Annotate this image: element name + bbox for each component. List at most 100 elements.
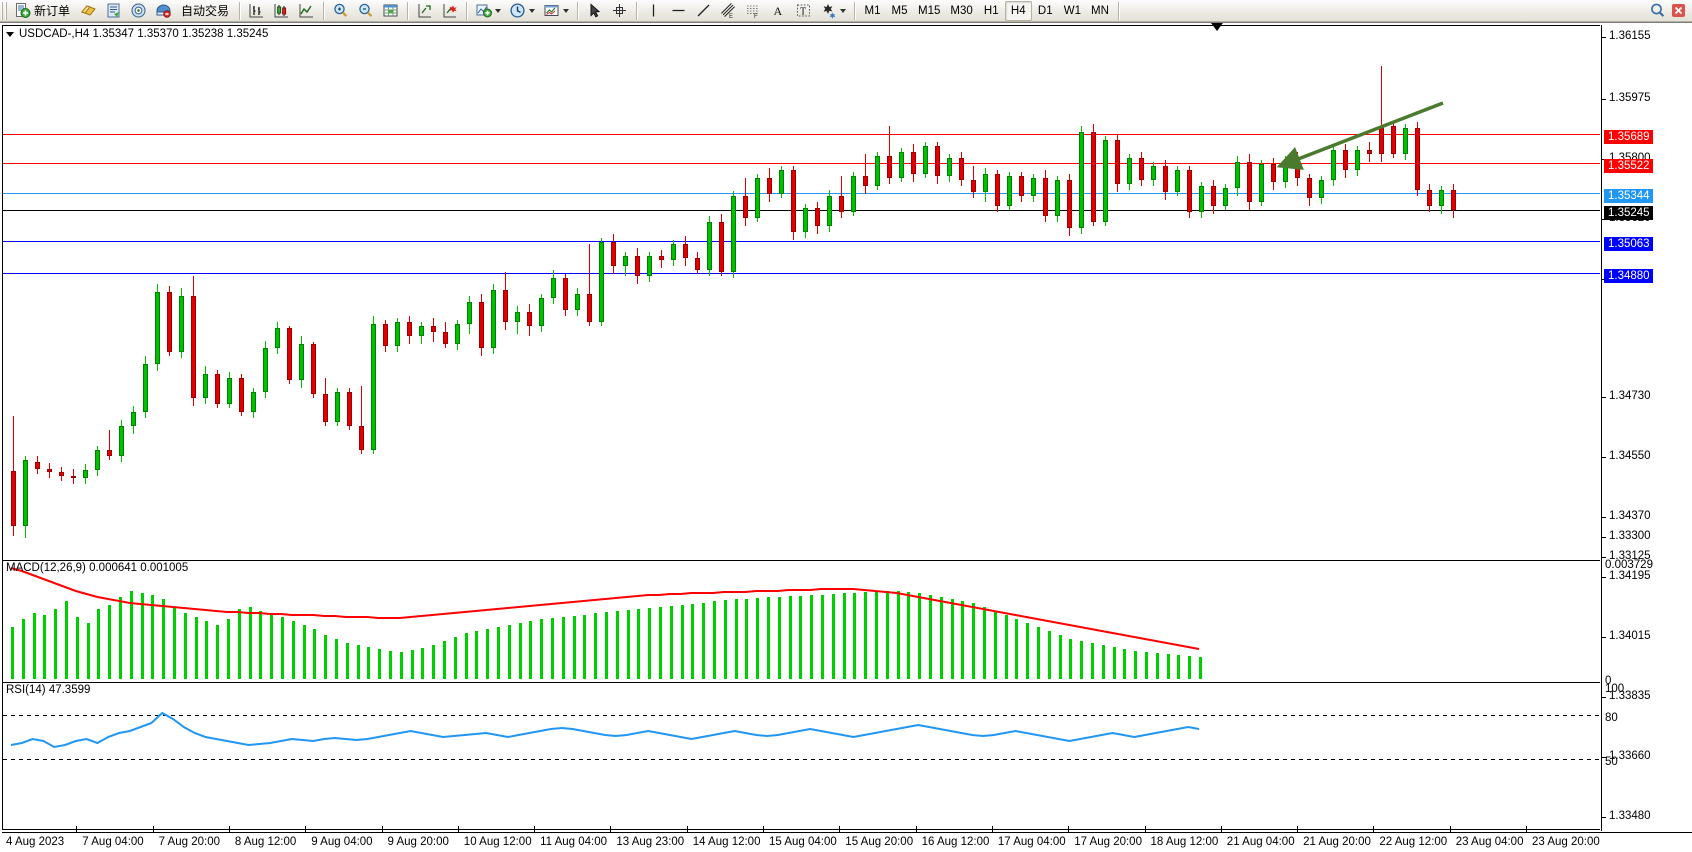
candlestick-chart-icon xyxy=(274,4,289,18)
horizontal-line-button[interactable] xyxy=(666,1,691,21)
price-line-resistance-0[interactable] xyxy=(3,134,1600,135)
price-line-support-5[interactable] xyxy=(3,273,1600,274)
timeframe-h1[interactable]: H1 xyxy=(983,4,999,17)
macd-bar xyxy=(875,592,878,679)
new-order-button[interactable]: 新订单 xyxy=(10,1,76,21)
price-badge-1.35245[interactable]: 1.35245 xyxy=(1604,206,1653,220)
price-badge-1.35344[interactable]: 1.35344 xyxy=(1604,189,1653,203)
price-line-support-4[interactable] xyxy=(3,241,1600,242)
timeframe-m15[interactable]: M15 xyxy=(918,4,941,17)
timeframe-m5[interactable]: M5 xyxy=(891,4,908,17)
chevron-down-icon[interactable] xyxy=(840,8,847,13)
rsi-pane[interactable]: RSI(14) 47.3599 xyxy=(3,682,1600,800)
macd-bar xyxy=(237,609,241,679)
equidistant-channel-button[interactable]: E xyxy=(716,1,741,21)
line-chart-button[interactable] xyxy=(294,1,319,21)
timeframe-m1[interactable]: M1 xyxy=(864,4,881,17)
period-button[interactable] xyxy=(505,1,539,21)
text-button[interactable]: A xyxy=(766,1,791,21)
zoom-in-button[interactable] xyxy=(328,1,353,21)
crosshair-tool-button[interactable] xyxy=(607,1,632,21)
search-icon[interactable] xyxy=(1649,2,1666,19)
macd-bar xyxy=(777,597,781,679)
chevron-down-icon[interactable] xyxy=(563,8,570,13)
price-badge-1.35522[interactable]: 1.35522 xyxy=(1604,159,1653,173)
macd-bar xyxy=(669,606,673,679)
chart-area[interactable]: USDCAD-,H4 1.35347 1.35370 1.35238 1.352… xyxy=(0,22,1692,852)
candle xyxy=(623,26,628,557)
macd-bar xyxy=(291,621,295,679)
candle xyxy=(947,26,952,557)
time-separator xyxy=(1297,826,1299,833)
candle xyxy=(1235,26,1240,557)
timeframe-d1[interactable]: D1 xyxy=(1037,4,1053,17)
macd-bar xyxy=(993,611,997,679)
macd-bar xyxy=(464,633,468,679)
add-indicator-button[interactable] xyxy=(471,1,505,21)
candlestick-chart-button[interactable] xyxy=(269,1,294,21)
macd-pane[interactable]: MACD(12,26,9) 0.000641 0.001005 xyxy=(3,560,1600,679)
price-badge-1.34880[interactable]: 1.34880 xyxy=(1604,269,1653,283)
price-scale[interactable]: 1.361551.359751.358001.356201.354401.347… xyxy=(1601,25,1692,831)
price-pane[interactable] xyxy=(3,26,1600,557)
macd-bar xyxy=(389,651,392,679)
price-line-support-2[interactable] xyxy=(3,193,1600,194)
macd-bar xyxy=(1123,649,1127,679)
candle xyxy=(155,26,160,557)
templates-button[interactable] xyxy=(539,1,573,21)
fibonacci-button[interactable]: F xyxy=(741,1,766,21)
candle xyxy=(1307,26,1312,557)
candle xyxy=(1043,26,1048,557)
macd-bar xyxy=(227,619,230,679)
cursor-tool-button[interactable] xyxy=(582,1,607,21)
macd-bar xyxy=(648,608,652,679)
candle xyxy=(983,26,988,557)
chevron-down-icon[interactable] xyxy=(529,8,536,13)
timeframe-m30[interactable]: M30 xyxy=(950,4,973,17)
candle xyxy=(107,26,112,557)
timeframe-w1[interactable]: W1 xyxy=(1063,4,1082,17)
macd-bar xyxy=(162,599,166,679)
shapes-button[interactable] xyxy=(816,1,850,21)
candle xyxy=(1115,26,1120,557)
expert-advisor-button[interactable] xyxy=(76,1,101,21)
price-line-resistance-1[interactable] xyxy=(3,163,1600,164)
data-window-button[interactable] xyxy=(101,1,126,21)
vertical-line-button[interactable] xyxy=(641,1,666,21)
autotrading-button[interactable]: 自动交易 xyxy=(176,1,235,21)
price-badge-1.35063[interactable]: 1.35063 xyxy=(1604,237,1653,251)
chevron-down-icon[interactable] xyxy=(495,8,502,13)
time-scale[interactable]: 4 Aug 2023 7 Aug 04:00 7 Aug 20:00 8 Aug 12… xyxy=(2,826,1692,852)
grid-button[interactable] xyxy=(378,1,403,21)
time-tick: 13 Aug 23:00 xyxy=(616,836,685,848)
shift-end-button[interactable] xyxy=(412,1,437,21)
macd-bar xyxy=(1166,654,1170,679)
close-icon[interactable] xyxy=(1670,2,1687,19)
toolbar-separator-3 xyxy=(407,1,409,20)
bar-chart-button[interactable] xyxy=(244,1,269,21)
zoom-out-button[interactable] xyxy=(353,1,378,21)
candle xyxy=(1271,26,1276,557)
price-line-last-price-3[interactable] xyxy=(3,210,1600,211)
candle xyxy=(1019,26,1024,557)
auto-scroll-button[interactable] xyxy=(437,1,462,21)
zoom-in-icon xyxy=(334,3,348,17)
macd-bar xyxy=(907,592,911,679)
trendline-button[interactable] xyxy=(691,1,716,21)
terminal-button[interactable] xyxy=(151,1,176,21)
text-label-button[interactable]: T xyxy=(791,1,816,21)
price-badge-1.35689[interactable]: 1.35689 xyxy=(1604,130,1653,144)
chart-menu-caret-icon[interactable] xyxy=(6,31,14,37)
timeframe-mn[interactable]: MN xyxy=(1091,4,1109,17)
toolbar-separator-6 xyxy=(636,1,638,20)
candle xyxy=(1391,26,1396,557)
candle xyxy=(1403,26,1408,557)
svg-text:F: F xyxy=(754,14,758,19)
toolbar-grip[interactable] xyxy=(1,1,8,20)
timeframe-h4[interactable]: H4 xyxy=(1004,0,1032,21)
candle xyxy=(1055,26,1060,557)
trendline-icon xyxy=(697,4,710,17)
navigator-button[interactable] xyxy=(126,1,151,21)
candle xyxy=(815,26,820,557)
macd-bar xyxy=(313,629,317,679)
